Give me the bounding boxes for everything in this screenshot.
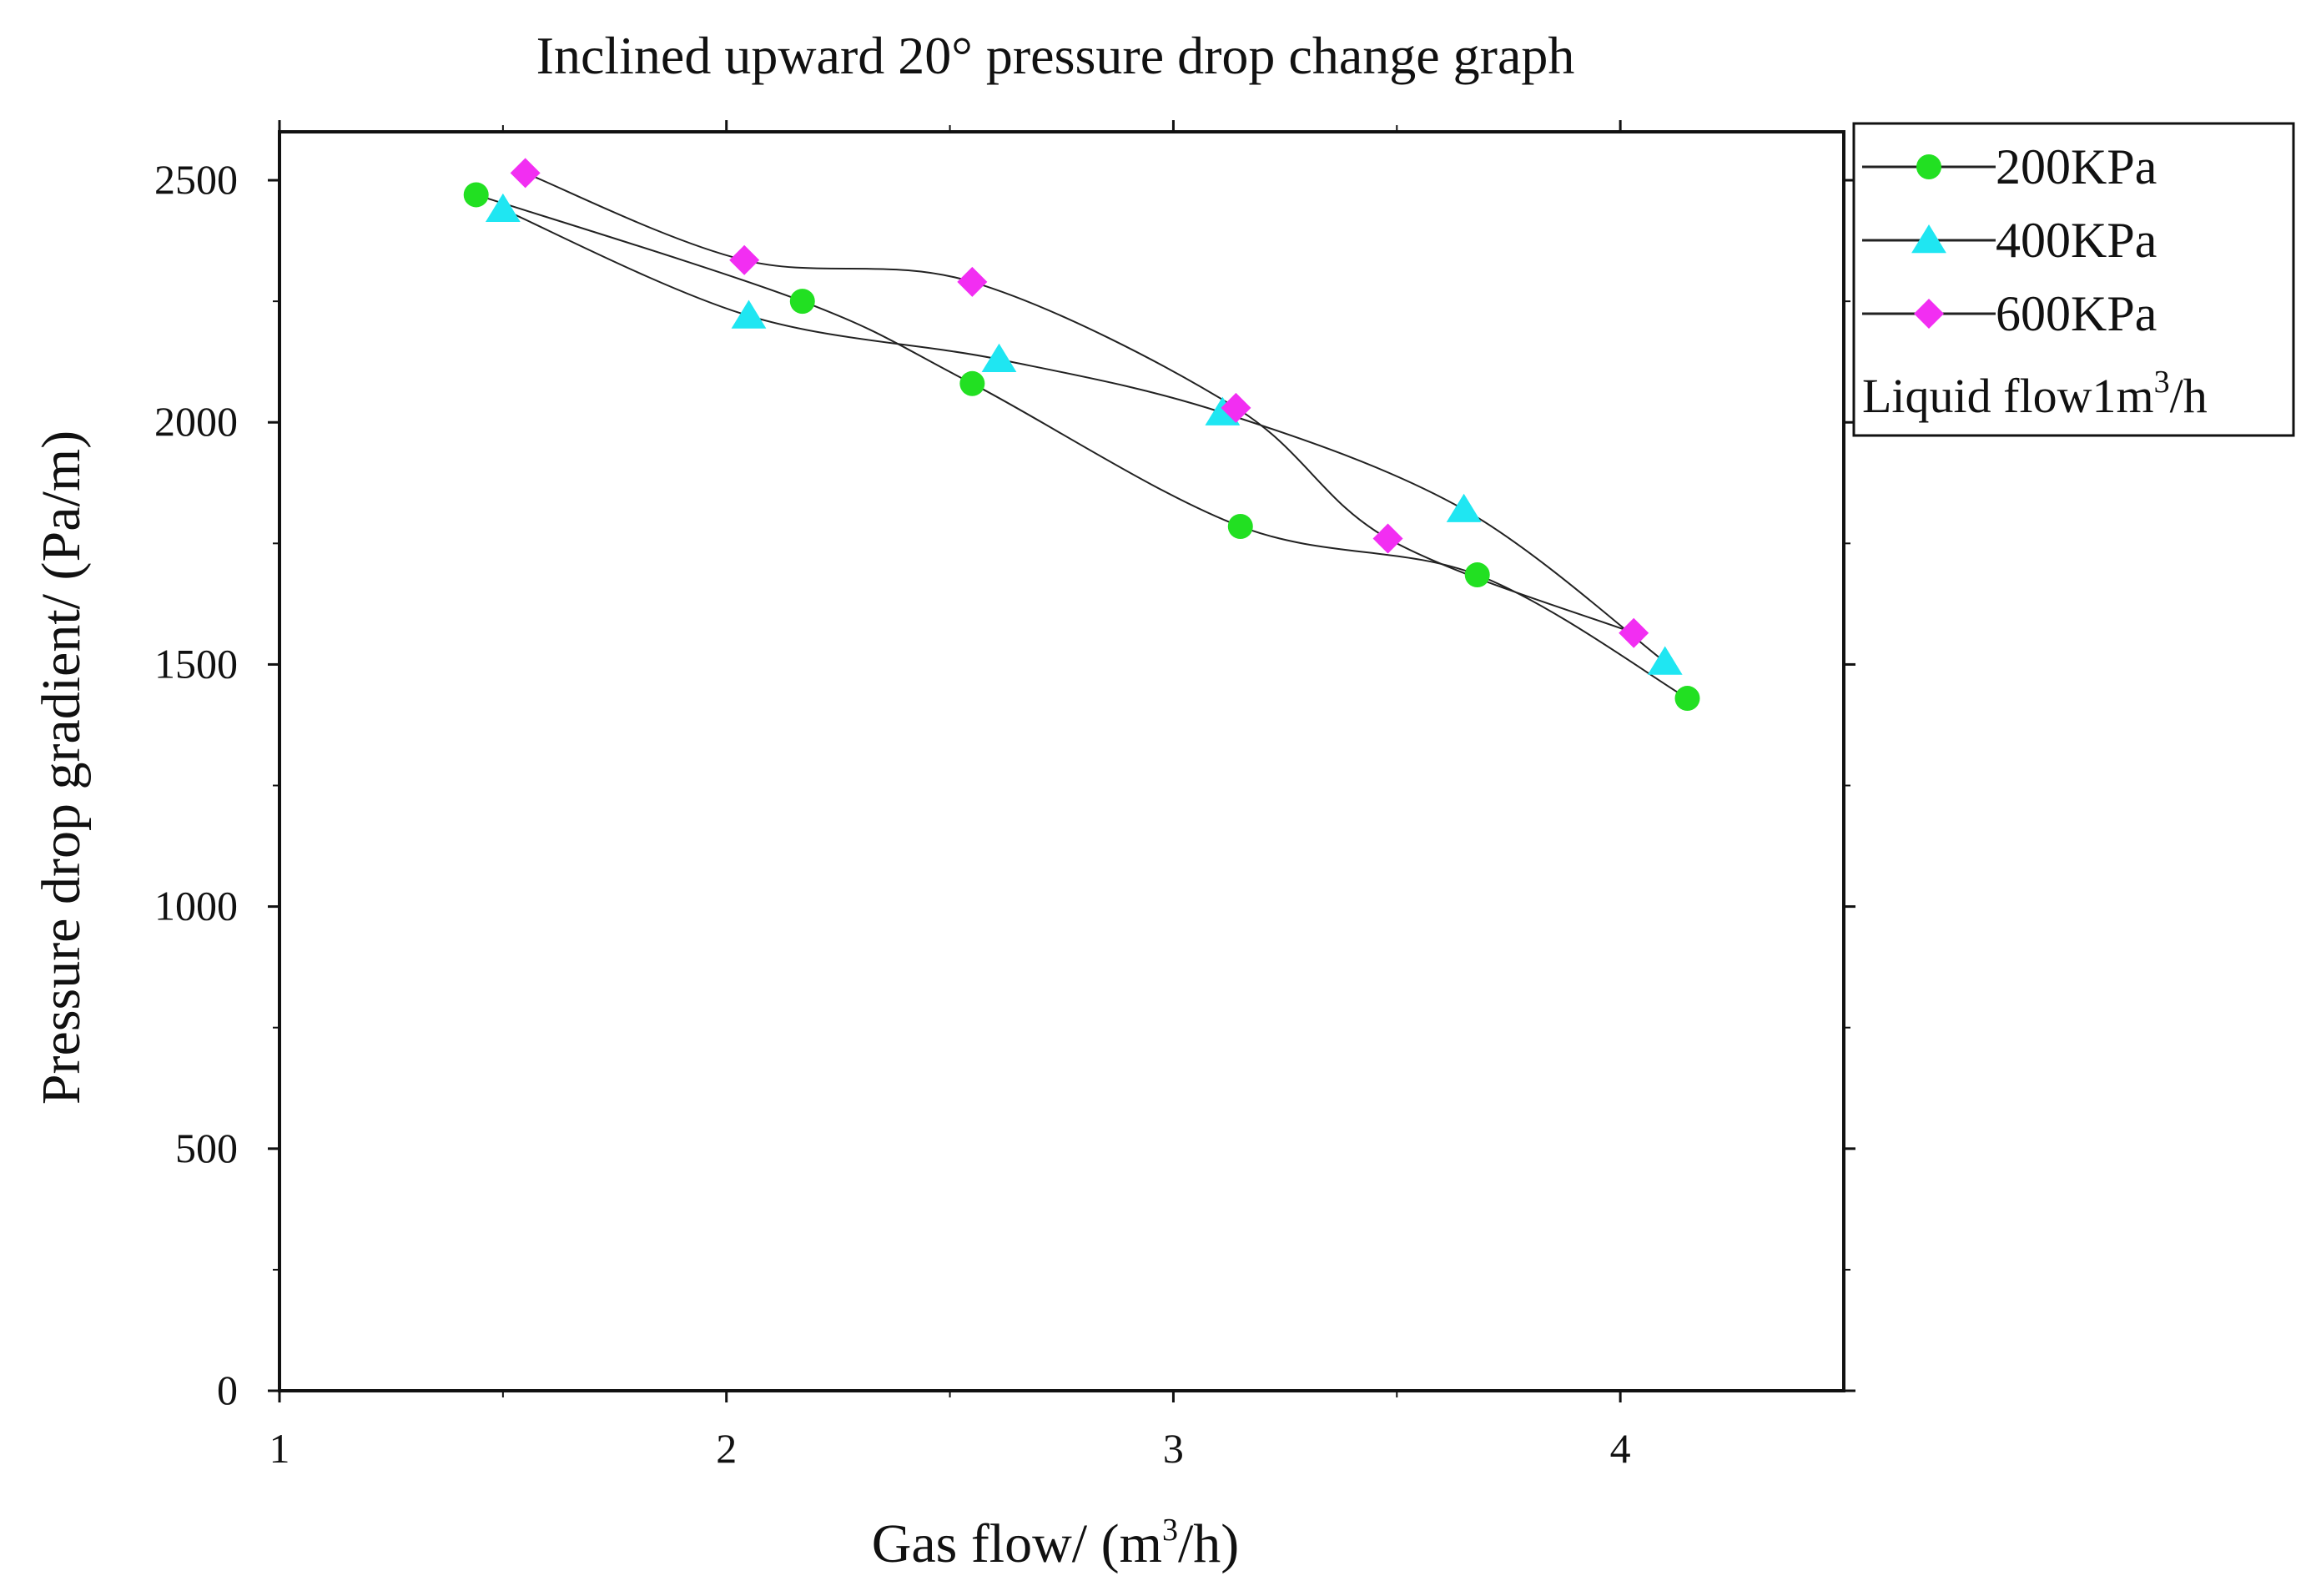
data-point-400KPa: [1647, 646, 1683, 675]
data-point-600KPa: [1221, 392, 1251, 423]
y-tick-label: 2500: [154, 156, 238, 203]
data-point-600KPa: [1372, 523, 1403, 554]
y-tick-label: 1500: [154, 640, 238, 687]
x-tick-label: 3: [1163, 1425, 1184, 1472]
data-point-400KPa: [731, 300, 767, 329]
x-axis-label-prefix: Gas flow/ (m: [872, 1513, 1162, 1574]
series-markers: [463, 158, 1700, 712]
axis-ticks: 1 2 3 4 0 500 1000 1500 2000 2500: [154, 120, 1855, 1472]
x-axis-label: Gas flow/ (m3/h): [872, 1513, 1240, 1574]
legend-label-200KPa: 200KPa: [1996, 139, 2157, 194]
legend-marker-600KPa: [1914, 299, 1944, 329]
y-tick-label: 500: [175, 1125, 238, 1171]
data-point-600KPa: [729, 244, 760, 275]
data-point-400KPa: [1205, 396, 1241, 425]
data-point-200KPa: [1464, 562, 1490, 588]
legend-note-superscript: 3: [2154, 365, 2170, 400]
series-line-600KPa: [525, 172, 1634, 634]
data-point-200KPa: [463, 182, 489, 208]
data-point-400KPa: [485, 193, 521, 223]
x-axis-label-suffix: /h): [1178, 1513, 1239, 1574]
plot-border: [278, 130, 1845, 1392]
legend-label-400KPa: 400KPa: [1996, 213, 2157, 268]
data-point-600KPa: [510, 158, 541, 189]
series-line-400KPa: [502, 208, 1666, 663]
data-point-200KPa: [789, 289, 815, 315]
legend-label-600KPa: 600KPa: [1996, 286, 2157, 341]
data-point-600KPa: [957, 266, 988, 297]
y-tick-label: 1000: [154, 883, 238, 929]
data-point-400KPa: [1446, 493, 1482, 522]
x-tick-label: 4: [1610, 1425, 1631, 1472]
data-point-200KPa: [1674, 686, 1700, 712]
data-point-200KPa: [1227, 514, 1253, 540]
legend: 200KPa 400KPa 600KPa Liquid flow1m3/h: [1852, 122, 2295, 437]
legend-marker-200KPa: [1916, 154, 1941, 179]
legend-note-suffix: /h: [2170, 369, 2208, 423]
legend-marker-400KPa: [1911, 224, 1946, 254]
legend-note: Liquid flow1m3/h: [1862, 365, 2208, 423]
y-tick-label: 2000: [154, 398, 238, 445]
chart-title: Inclined upward 20° pressure drop change…: [536, 26, 1575, 85]
data-point-400KPa: [981, 343, 1017, 372]
data-point-600KPa: [1619, 617, 1649, 648]
x-tick-label: 2: [716, 1425, 737, 1472]
x-axis-label-superscript: 3: [1162, 1513, 1178, 1548]
y-tick-label: 0: [217, 1367, 238, 1413]
legend-entries: 200KPa 400KPa 600KPa: [1862, 139, 2157, 341]
x-tick-label: 1: [269, 1425, 290, 1472]
legend-note-prefix: Liquid flow1m: [1862, 369, 2154, 423]
y-axis-label: Pressure drop gradient/ (Pa/m): [31, 430, 92, 1105]
series-lines: [476, 172, 1689, 699]
series-line-200KPa: [476, 194, 1689, 699]
plot-frame: [278, 130, 1845, 1392]
data-point-200KPa: [959, 370, 985, 396]
